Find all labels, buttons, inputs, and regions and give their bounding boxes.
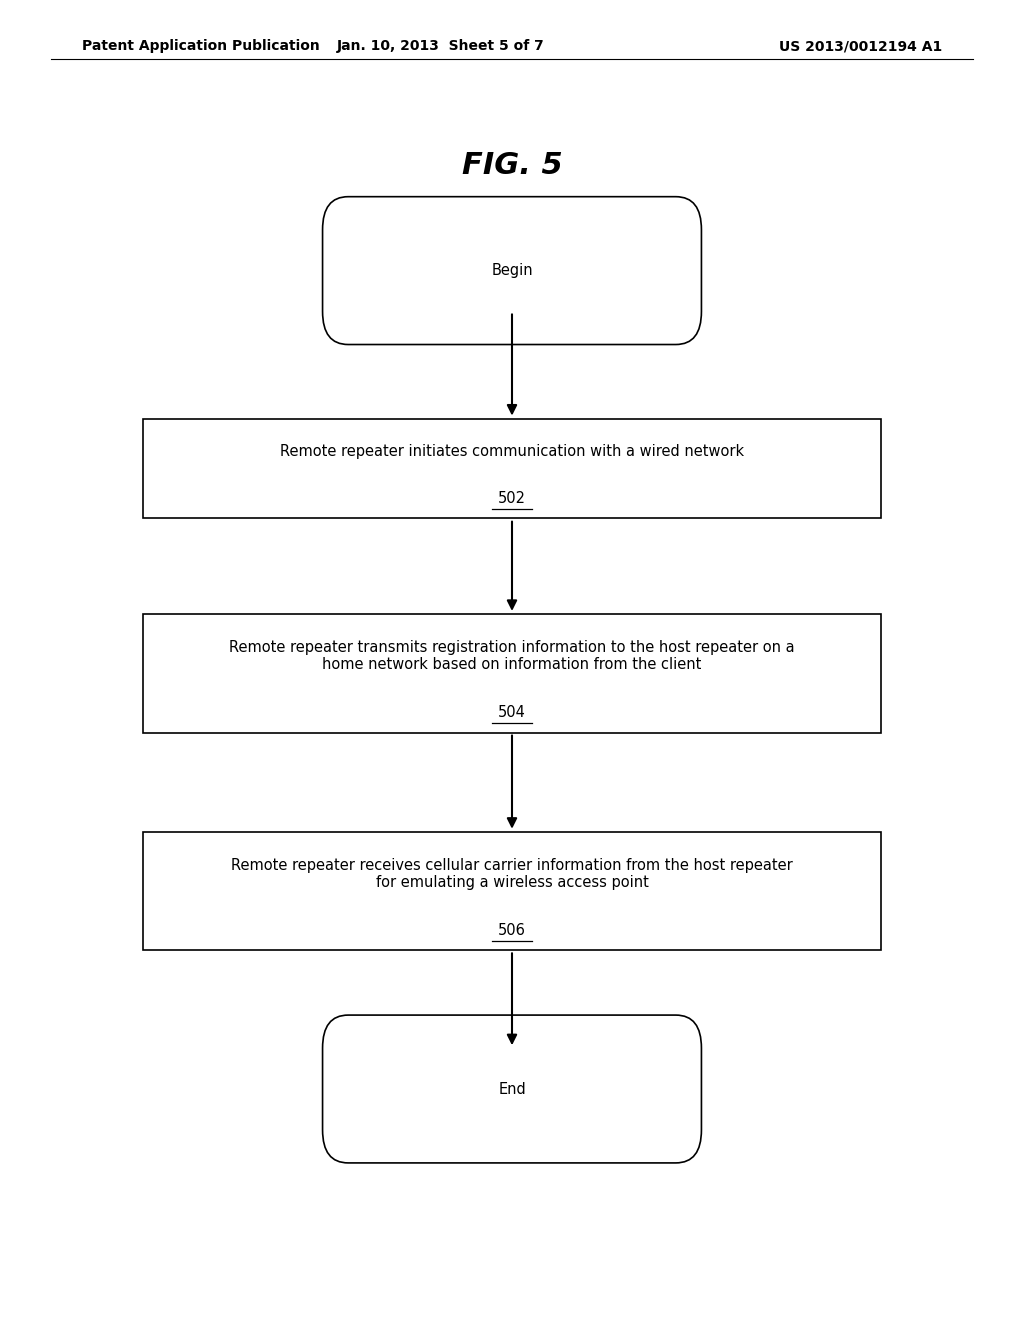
Bar (143, 418, 881, 517)
Text: 504: 504 (498, 705, 526, 721)
Text: US 2013/0012194 A1: US 2013/0012194 A1 (779, 40, 942, 53)
Text: End: End (498, 1081, 526, 1097)
Text: 502: 502 (498, 491, 526, 506)
Text: Begin: Begin (492, 263, 532, 279)
Bar (143, 832, 881, 950)
FancyBboxPatch shape (323, 197, 701, 345)
Bar (143, 614, 881, 733)
Text: Remote repeater receives cellular carrier information from the host repeater
for: Remote repeater receives cellular carrie… (231, 858, 793, 890)
Text: Remote repeater transmits registration information to the host repeater on a
hom: Remote repeater transmits registration i… (229, 640, 795, 672)
Text: Remote repeater initiates communication with a wired network: Remote repeater initiates communication … (280, 444, 744, 459)
Text: Jan. 10, 2013  Sheet 5 of 7: Jan. 10, 2013 Sheet 5 of 7 (337, 40, 544, 53)
Text: Patent Application Publication: Patent Application Publication (82, 40, 319, 53)
FancyBboxPatch shape (323, 1015, 701, 1163)
Text: FIG. 5: FIG. 5 (462, 150, 562, 180)
Text: 506: 506 (498, 923, 526, 939)
